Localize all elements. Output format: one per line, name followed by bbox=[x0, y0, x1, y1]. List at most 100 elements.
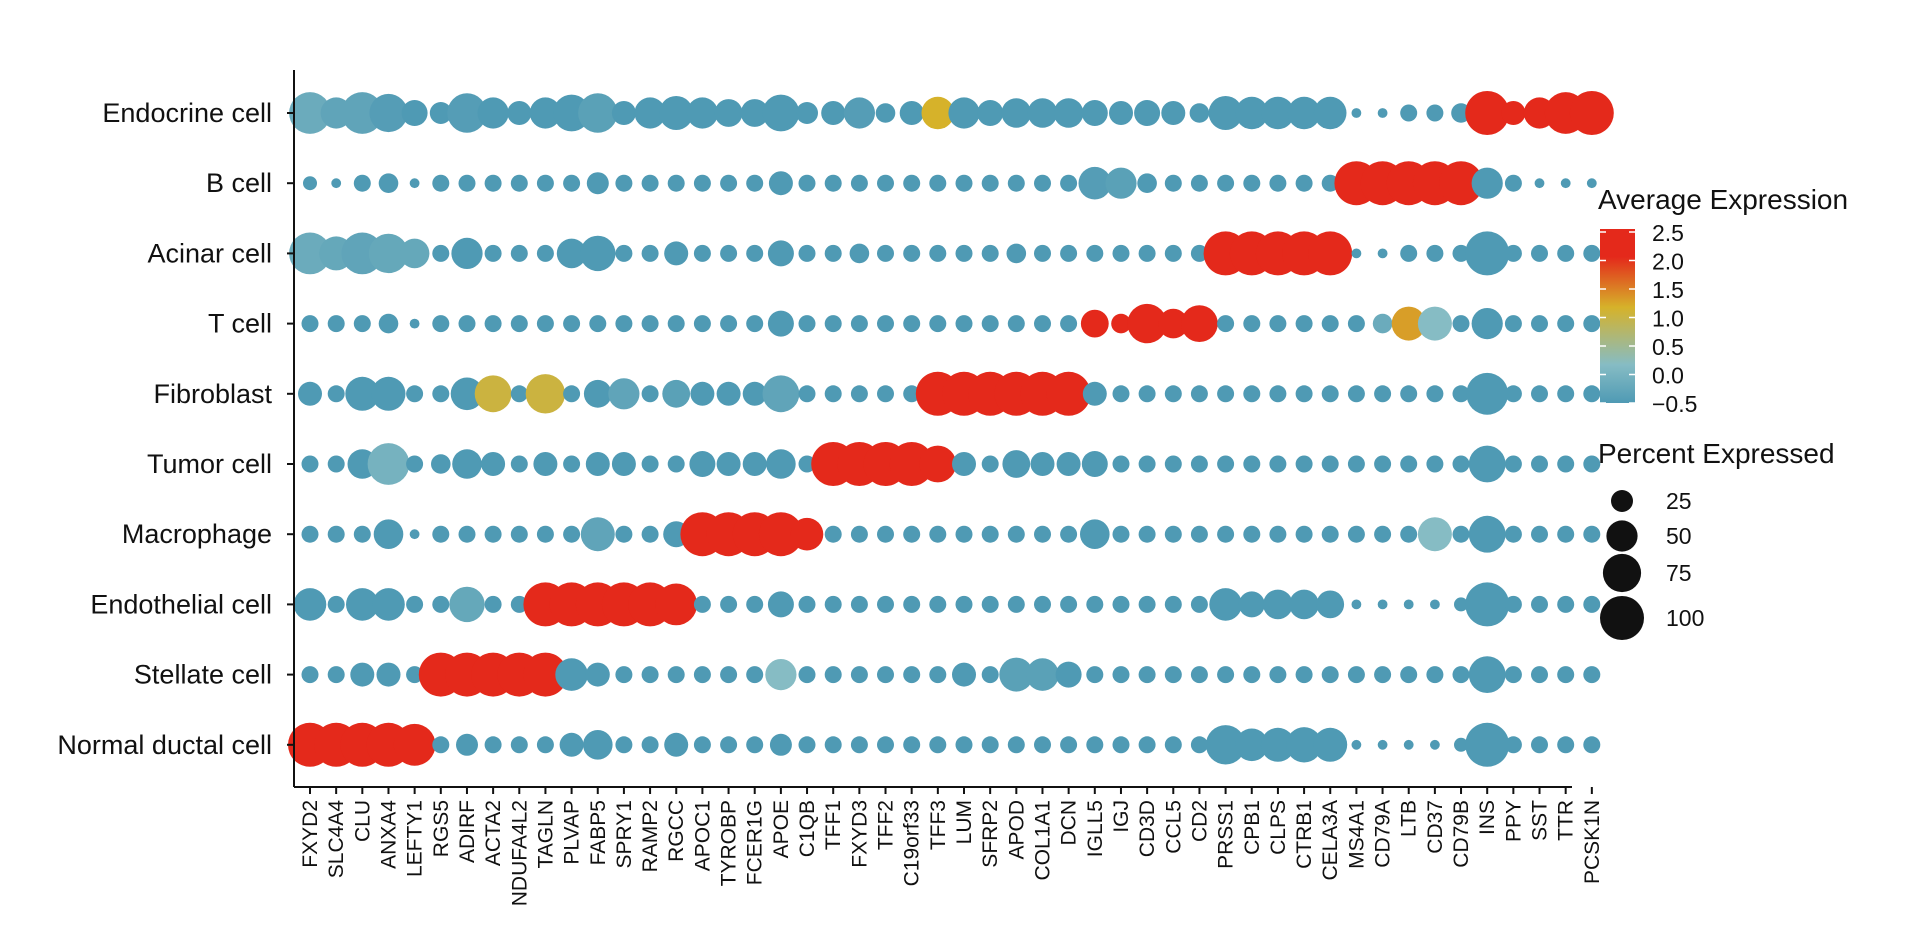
size-legend-items: 25 50 75 100 bbox=[1600, 488, 1704, 640]
dot-tumor-cell-ccl5 bbox=[1164, 455, 1182, 473]
dot-endothelial-cell-adirf bbox=[449, 586, 485, 623]
dot-macrophage-prss1 bbox=[1217, 525, 1235, 543]
dot-b-cell-tff1 bbox=[824, 174, 842, 192]
dot-tumor-cell-ctrb1 bbox=[1295, 455, 1313, 473]
dot-endothelial-cell-acta2 bbox=[484, 595, 502, 613]
dot-stellate-cell-tff2 bbox=[877, 666, 894, 684]
gene-label: C19orf33 bbox=[901, 800, 924, 886]
dot-t-cell-tff2 bbox=[877, 315, 894, 333]
dot-acinar-cell-apod bbox=[1006, 243, 1027, 264]
dot-tumor-cell-tagln bbox=[533, 452, 558, 476]
dot-b-cell-lefty1 bbox=[409, 178, 420, 189]
row-label: B cell bbox=[206, 168, 272, 198]
dot-normal-ductal-cell-c1qb bbox=[798, 736, 816, 754]
dot-acinar-cell-fxyd2 bbox=[289, 232, 331, 275]
dot-acinar-cell-cd79a bbox=[1377, 248, 1388, 259]
dot-macrophage-plvap bbox=[563, 525, 581, 543]
dot-macrophage-ltb bbox=[1400, 525, 1418, 543]
dot-endocrine-cell-igll5 bbox=[1081, 100, 1108, 126]
dot-b-cell-ndufa4l2 bbox=[510, 174, 528, 192]
dot-tumor-cell-c19orf33 bbox=[889, 442, 934, 486]
gene-label: MS4A1 bbox=[1345, 800, 1368, 869]
dot-normal-ductal-cell-sfrp2 bbox=[981, 736, 999, 754]
dot-stellate-cell-igll5 bbox=[1086, 666, 1104, 684]
dot-endothelial-cell-tff2 bbox=[877, 595, 894, 613]
dot-tumor-cell-cd3d bbox=[1138, 455, 1156, 473]
dot-fibroblast-adirf bbox=[450, 377, 484, 411]
dot-endothelial-cell-ltb bbox=[1403, 599, 1414, 610]
dot-b-cell-igj bbox=[1105, 167, 1137, 199]
dot-t-cell-lum bbox=[955, 315, 973, 333]
dot-tumor-cell-cd79a bbox=[1374, 455, 1392, 473]
dot-t-cell-clu bbox=[353, 315, 371, 333]
dot-b-cell-sst bbox=[1534, 178, 1545, 189]
dot-b-cell-rgs5 bbox=[432, 174, 450, 192]
dot-endothelial-cell-tff3 bbox=[929, 595, 947, 613]
dot-macrophage-ms4a1 bbox=[1347, 525, 1365, 543]
dot-stellate-cell-c1qb bbox=[798, 666, 816, 684]
dot-stellate-cell-ins bbox=[1468, 656, 1506, 693]
dot-b-cell-cd79b bbox=[1439, 161, 1483, 206]
dot-endocrine-cell-ms4a1 bbox=[1351, 108, 1362, 118]
dot-fibroblast-apoc1 bbox=[690, 381, 715, 406]
dot-endocrine-cell-apoe bbox=[762, 94, 800, 132]
dot-tumor-cell-c1qb bbox=[798, 455, 816, 473]
dot-b-cell-apod bbox=[1007, 174, 1025, 192]
dot-acinar-cell-ltb bbox=[1400, 244, 1418, 262]
gene-label: INS bbox=[1476, 800, 1499, 835]
dot-endothelial-cell-cela3a bbox=[1316, 590, 1345, 619]
dot-macrophage-col1a1 bbox=[1034, 525, 1051, 543]
dot-tumor-cell-acta2 bbox=[481, 452, 506, 476]
dot-normal-ductal-cell-ttr bbox=[1557, 736, 1575, 754]
dot-fibroblast-dcn bbox=[1046, 371, 1091, 416]
dot-acinar-cell-c1qb bbox=[798, 244, 816, 262]
gene-label: LUM bbox=[953, 800, 976, 844]
gene-label: PCSK1N bbox=[1581, 800, 1604, 884]
dot-fibroblast-tyrobp bbox=[716, 381, 741, 406]
row-label: Endothelial cell bbox=[90, 589, 272, 619]
dot-endothelial-cell-lum bbox=[955, 595, 973, 613]
dot-endocrine-cell-rgcc bbox=[659, 96, 694, 130]
gene-label: IGJ bbox=[1110, 800, 1133, 833]
dot-macrophage-igj bbox=[1112, 525, 1130, 543]
dot-fibroblast-fxyd2 bbox=[298, 381, 322, 406]
dot-macrophage-sfrp2 bbox=[981, 525, 999, 543]
dot-macrophage-igll5 bbox=[1080, 519, 1110, 549]
dot-b-cell-ppy bbox=[1504, 174, 1522, 192]
dot-t-cell-ms4a1 bbox=[1347, 315, 1365, 333]
dot-b-cell-fabp5 bbox=[586, 172, 609, 195]
dot-t-cell-col1a1 bbox=[1034, 315, 1051, 333]
dot-fibroblast-rgs5 bbox=[432, 385, 450, 403]
dot-macrophage-cela3a bbox=[1321, 525, 1339, 543]
dot-stellate-cell-fxyd3 bbox=[850, 666, 868, 684]
dot-b-cell-clu bbox=[353, 174, 371, 192]
size-legend: Percent Expressed 25 50 75 100 bbox=[1598, 438, 1835, 640]
row-labels: Endocrine cell B cell Acinar cell T cell Fib… bbox=[57, 98, 272, 760]
dot-tumor-cell-anxa4 bbox=[367, 443, 410, 485]
dot-fibroblast-c1qb bbox=[798, 385, 816, 403]
dot-tumor-cell-sst bbox=[1531, 455, 1548, 473]
dot-stellate-cell-prss1 bbox=[1217, 666, 1235, 684]
dot-normal-ductal-cell-cpb1 bbox=[1235, 728, 1269, 762]
gene-labels: FXYD2 SLC4A4 CLU ANXA4 LEFTY1 RGS5 ADIRF ACTA2 N… bbox=[299, 800, 1604, 907]
dot-normal-ductal-cell-clps bbox=[1260, 727, 1295, 762]
dot-stellate-cell-sfrp2 bbox=[981, 666, 999, 684]
dot-macrophage-rgs5 bbox=[432, 525, 450, 543]
dot-t-cell-ltb bbox=[1391, 306, 1426, 341]
dot-normal-ductal-cell-fcer1g bbox=[746, 736, 764, 754]
gene-label: DCN bbox=[1058, 800, 1081, 846]
dot-stellate-cell-apoc1 bbox=[693, 666, 711, 684]
dot-t-cell-adirf bbox=[458, 315, 476, 333]
dot-fibroblast-cd2 bbox=[1190, 385, 1208, 403]
gene-label: CD37 bbox=[1424, 800, 1447, 854]
dot-macrophage-sst bbox=[1531, 525, 1548, 543]
dot-acinar-cell-lum bbox=[955, 244, 973, 262]
dot-macrophage-apoe bbox=[758, 512, 803, 557]
size-legend-dot bbox=[1600, 596, 1644, 640]
dot-tumor-cell-pcsk1n bbox=[1583, 455, 1601, 473]
dot-endothelial-cell-cpb1 bbox=[1238, 591, 1265, 618]
dot-tumor-cell-ins bbox=[1468, 445, 1506, 483]
dot-stellate-cell-ccl5 bbox=[1164, 666, 1182, 684]
dot-acinar-cell-spry1 bbox=[615, 244, 633, 262]
dot-t-cell-cd2 bbox=[1181, 305, 1218, 342]
